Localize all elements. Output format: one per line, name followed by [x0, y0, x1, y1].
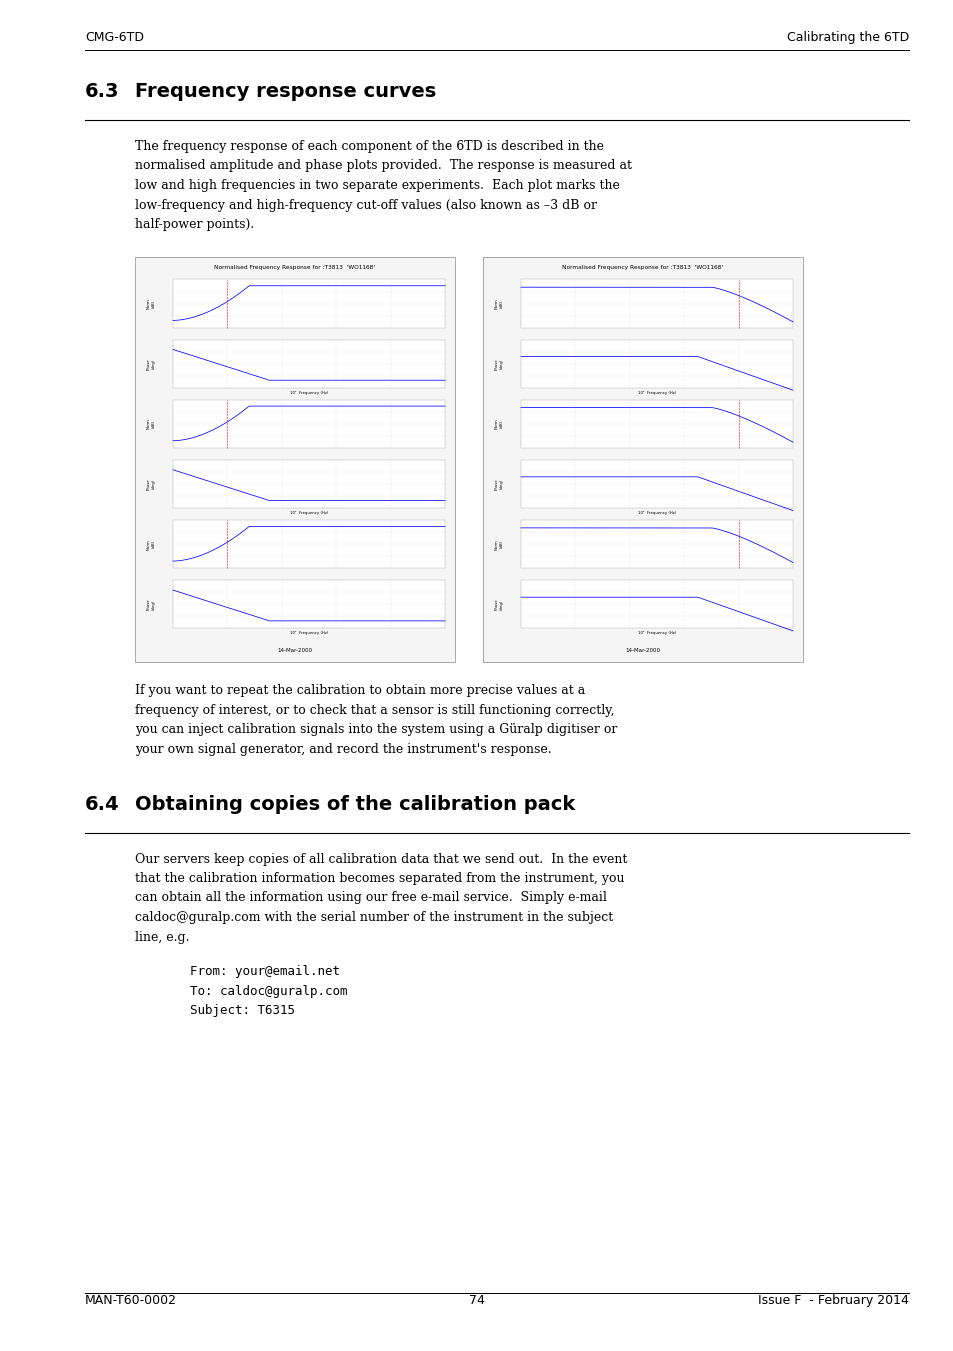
Bar	[520, 459, 792, 508]
Bar	[520, 581, 792, 628]
Text: Norm
(dB): Norm (dB)	[147, 539, 155, 550]
Text: line, e.g.: line, e.g.	[135, 931, 190, 943]
Text: 74: 74	[469, 1294, 484, 1306]
Text: low-frequency and high-frequency cut-off values (also known as –3 dB or: low-frequency and high-frequency cut-off…	[135, 199, 597, 212]
Text: 10²  Frequency (Hz): 10² Frequency (Hz)	[290, 511, 328, 515]
Text: Norm
(dB): Norm (dB)	[495, 299, 503, 309]
Text: To: caldoc@guralp.com: To: caldoc@guralp.com	[190, 985, 347, 997]
Text: Phase
(deg): Phase (deg)	[147, 478, 155, 490]
Bar	[520, 339, 792, 388]
Text: 10²  Frequency (Hz): 10² Frequency (Hz)	[290, 631, 328, 635]
Text: you can inject calibration signals into the system using a Güralp digitiser or: you can inject calibration signals into …	[135, 724, 617, 736]
Text: From: your@email.net: From: your@email.net	[190, 965, 339, 978]
Text: 6.3: 6.3	[85, 82, 119, 101]
Text: 6.4: 6.4	[85, 794, 119, 813]
Text: Norm
(dB): Norm (dB)	[495, 419, 503, 430]
Text: half-power points).: half-power points).	[135, 218, 254, 231]
Text: frequency of interest, or to check that a sensor is still functioning correctly,: frequency of interest, or to check that …	[135, 704, 614, 717]
Text: 14-Mar-2000: 14-Mar-2000	[625, 647, 659, 653]
Bar	[172, 400, 444, 449]
Text: that the calibration information becomes separated from the instrument, you: that the calibration information becomes…	[135, 871, 624, 885]
Bar	[172, 339, 444, 388]
Text: 10²  Frequency (Hz): 10² Frequency (Hz)	[638, 631, 676, 635]
Text: Phase
(deg): Phase (deg)	[495, 478, 503, 490]
Text: If you want to repeat the calibration to obtain more precise values at a: If you want to repeat the calibration to…	[135, 685, 584, 697]
Text: Issue F  - February 2014: Issue F - February 2014	[758, 1294, 908, 1306]
Bar	[172, 581, 444, 628]
Text: The frequency response of each component of the 6TD is described in the: The frequency response of each component…	[135, 141, 603, 153]
Bar	[520, 400, 792, 449]
Bar	[135, 258, 455, 662]
Text: 10²  Frequency (Hz): 10² Frequency (Hz)	[638, 390, 676, 394]
Text: Normalised Frequency Response for :T3813  'WO1168': Normalised Frequency Response for :T3813…	[214, 265, 375, 269]
Text: can obtain all the information using our free e-mail service.  Simply e-mail: can obtain all the information using our…	[135, 892, 606, 905]
Text: Norm
(dB): Norm (dB)	[147, 419, 155, 430]
Bar	[172, 520, 444, 569]
Text: low and high frequencies in two separate experiments.  Each plot marks the: low and high frequencies in two separate…	[135, 178, 619, 192]
Text: Phase
(deg): Phase (deg)	[147, 598, 155, 611]
Text: Subject: T6315: Subject: T6315	[190, 1004, 294, 1017]
Text: Our servers keep copies of all calibration data that we send out.  In the event: Our servers keep copies of all calibrati…	[135, 852, 627, 866]
Text: 10²  Frequency (Hz): 10² Frequency (Hz)	[638, 511, 676, 515]
Text: Calibrating the 6TD: Calibrating the 6TD	[786, 31, 908, 45]
Text: Frequency response curves: Frequency response curves	[135, 82, 436, 101]
Bar	[172, 459, 444, 508]
Text: your own signal generator, and record the instrument's response.: your own signal generator, and record th…	[135, 743, 551, 757]
Text: caldoc@guralp.com with the serial number of the instrument in the subject: caldoc@guralp.com with the serial number…	[135, 911, 613, 924]
Text: 14-Mar-2000: 14-Mar-2000	[277, 647, 313, 653]
Text: Phase
(deg): Phase (deg)	[495, 598, 503, 611]
Text: normalised amplitude and phase plots provided.  The response is measured at: normalised amplitude and phase plots pro…	[135, 159, 631, 173]
Text: Norm
(dB): Norm (dB)	[495, 539, 503, 550]
Bar	[520, 280, 792, 328]
Text: MAN-T60-0002: MAN-T60-0002	[85, 1294, 177, 1306]
Text: 10²  Frequency (Hz): 10² Frequency (Hz)	[290, 390, 328, 394]
Bar	[172, 280, 444, 328]
Bar	[482, 258, 802, 662]
Text: Normalised Frequency Response for :T3813  'WO1168': Normalised Frequency Response for :T3813…	[562, 265, 722, 269]
Bar	[520, 520, 792, 569]
Text: Obtaining copies of the calibration pack: Obtaining copies of the calibration pack	[135, 794, 575, 813]
Text: Phase
(deg): Phase (deg)	[495, 358, 503, 370]
Text: Phase
(deg): Phase (deg)	[147, 358, 155, 370]
Text: CMG-6TD: CMG-6TD	[85, 31, 144, 45]
Text: Norm
(dB): Norm (dB)	[147, 299, 155, 309]
